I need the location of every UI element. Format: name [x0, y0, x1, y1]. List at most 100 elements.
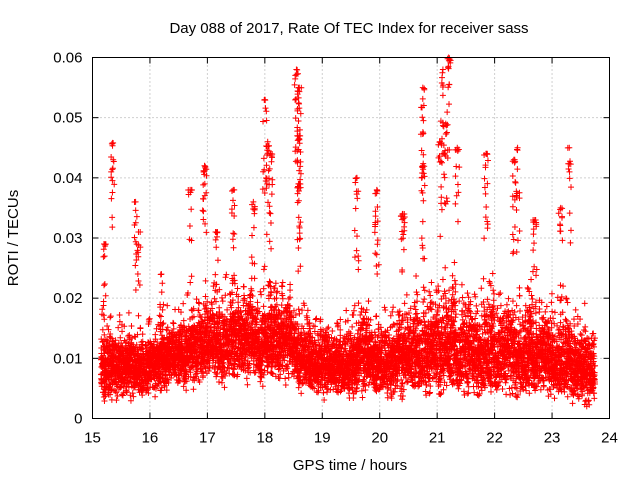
data-point: [223, 271, 230, 278]
data-point: [559, 309, 566, 316]
data-point: [560, 283, 567, 290]
data-points: [97, 54, 599, 410]
data-point: [497, 302, 504, 309]
data-point: [350, 307, 357, 314]
data-point: [389, 308, 396, 315]
data-point: [130, 393, 137, 400]
data-point: [529, 296, 536, 302]
data-point: [202, 277, 209, 284]
data-point: [139, 392, 146, 399]
data-point: [420, 298, 427, 305]
data-point: [115, 324, 122, 331]
data-point: [295, 306, 302, 313]
data-point: [211, 295, 218, 302]
data-point: [548, 290, 555, 297]
data-point: [119, 328, 126, 335]
data-point: [489, 270, 496, 277]
data-point: [484, 296, 491, 303]
data-point: [282, 375, 289, 382]
data-point: [301, 302, 308, 309]
data-point: [139, 331, 146, 338]
data-point: [438, 295, 445, 302]
data-point: [551, 395, 558, 402]
data-point: [491, 290, 498, 297]
data-point: [101, 398, 108, 405]
data-point: [282, 381, 289, 388]
data-point: [164, 302, 171, 309]
data-point: [428, 279, 435, 286]
data-point: [404, 379, 411, 386]
data-point: [528, 276, 535, 283]
data-point: [387, 312, 394, 319]
data-point: [261, 263, 268, 270]
data-point: [116, 312, 123, 319]
data-point: [180, 317, 187, 324]
data-point: [287, 287, 294, 294]
data-point: [363, 306, 370, 313]
data-point: [287, 313, 294, 320]
data-point: [107, 313, 114, 320]
data-point: [390, 304, 397, 311]
data-point: [472, 293, 479, 300]
data-point: [548, 299, 555, 306]
data-point: [464, 290, 471, 297]
data-point: [260, 266, 267, 273]
data-point: [234, 285, 241, 292]
data-point: [254, 299, 261, 306]
data-point: [450, 285, 457, 292]
data-point: [516, 328, 523, 335]
data-point: [432, 301, 439, 308]
data-point: [195, 299, 202, 306]
data-point: [288, 319, 295, 326]
data-point: [260, 285, 267, 292]
data-point: [381, 304, 388, 311]
data-point: [104, 322, 111, 329]
data-point: [107, 314, 114, 321]
data-point: [480, 275, 487, 282]
data-point: [365, 381, 372, 388]
data-point: [449, 291, 456, 298]
data-point: [325, 324, 332, 331]
data-point: [421, 287, 428, 294]
data-point: [304, 307, 311, 314]
data-point: [287, 281, 294, 288]
data-point: [105, 326, 112, 333]
data-point: [359, 394, 366, 401]
data-point: [478, 285, 485, 292]
data-point: [101, 331, 108, 338]
data-point: [503, 301, 510, 308]
chart-title: Day 088 of 2017, Rate Of TEC Index for r…: [169, 20, 528, 37]
data-point: [571, 323, 578, 330]
data-point: [516, 292, 523, 299]
data-point: [522, 302, 529, 309]
data-point: [557, 319, 564, 326]
data-point: [564, 299, 571, 306]
data-point: [163, 387, 170, 394]
data-point: [224, 306, 231, 313]
data-point: [128, 323, 135, 330]
data-point: [439, 276, 446, 283]
data-point: [564, 393, 571, 400]
data-point: [295, 384, 302, 391]
data-point: [426, 288, 433, 295]
data-point: [461, 392, 468, 399]
data-point: [204, 298, 211, 305]
data-point: [358, 387, 365, 394]
grid-lines: [92, 57, 610, 419]
data-point: [337, 316, 344, 323]
data-point: [549, 308, 556, 315]
data-point: [449, 284, 456, 291]
data-point: [222, 274, 229, 281]
data-point: [395, 311, 402, 318]
data-point: [159, 335, 166, 342]
data-point: [257, 288, 264, 295]
data-point: [558, 293, 565, 300]
data-point: [216, 379, 223, 386]
data-point: [418, 319, 425, 326]
data-point: [152, 393, 159, 400]
data-point: [542, 308, 549, 315]
data-point: [208, 299, 215, 306]
data-point: [354, 330, 361, 337]
data-point: [495, 291, 502, 298]
data-point: [343, 307, 350, 314]
